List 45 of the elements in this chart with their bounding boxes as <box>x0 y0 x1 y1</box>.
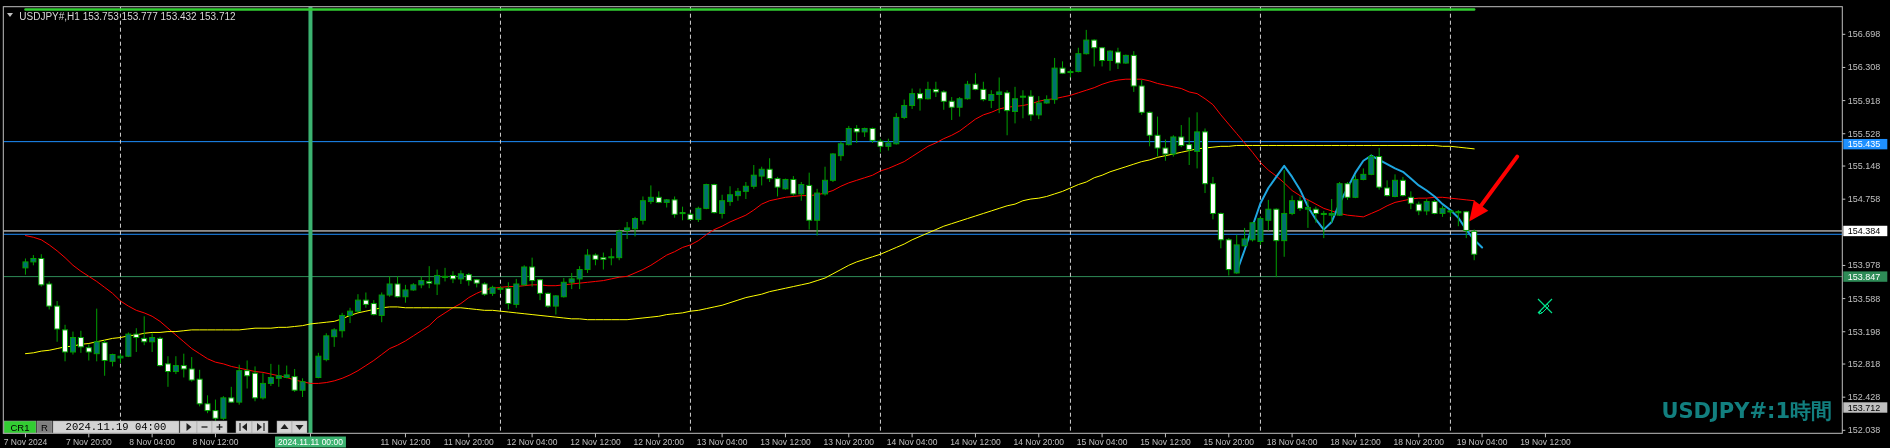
y-tick-label: 153.978 <box>1847 260 1881 271</box>
y-tick-label: 153.588 <box>1847 293 1881 304</box>
x-tick-label: 12 Nov 04:00 <box>506 437 558 447</box>
y-tick-label: 152.818 <box>1847 359 1881 370</box>
y-tick-label: 152.428 <box>1847 392 1881 403</box>
x-tick-label: 14 Nov 20:00 <box>1013 437 1065 447</box>
x-tick-label: 15 Nov 04:00 <box>1076 437 1128 447</box>
y-tick-label: 156.308 <box>1847 62 1881 73</box>
x-tick-label: 19 Nov 12:00 <box>1520 437 1571 447</box>
corner-label: USDJPY#:1時間 <box>1661 399 1832 423</box>
x-tick-label: 15 Nov 12:00 <box>1140 437 1191 447</box>
price-tag-label: 153.847 <box>1847 271 1881 282</box>
x-tick-label: 7 Nov 2024 <box>3 437 48 447</box>
y-tick-label: 154.758 <box>1847 194 1881 205</box>
x-tick-label: 14 Nov 12:00 <box>950 437 1001 447</box>
x-tick-label: 14 Nov 04:00 <box>886 437 938 447</box>
x-tick-label: 13 Nov 04:00 <box>696 437 748 447</box>
x-tick-label: 19 Nov 04:00 <box>1456 437 1508 447</box>
toolbar-text: R <box>41 421 48 433</box>
x-tick-label: 8 Nov 04:00 <box>129 437 176 447</box>
y-tick-label: 155.918 <box>1847 95 1881 106</box>
x-tick-label: 15 Nov 20:00 <box>1203 437 1255 447</box>
x-tick-label: 11 Nov 20:00 <box>443 437 494 447</box>
x-tick-label: 18 Nov 12:00 <box>1330 437 1381 447</box>
title-text: USDJPY#,H1 153.753 153.777 153.432 153.712 <box>19 11 236 22</box>
toolbar-text: CR1 <box>10 421 30 433</box>
x-tick-label: 12 Nov 12:00 <box>570 437 621 447</box>
y-tick-label: 156.698 <box>1847 29 1881 40</box>
x-tick-label: 18 Nov 20:00 <box>1393 437 1445 447</box>
x-tick-label: 11 Nov 12:00 <box>380 437 431 447</box>
x-tick-label: 2024.11.11 00:00 <box>278 437 343 447</box>
price-tag-label: 153.712 <box>1847 402 1881 413</box>
x-tick-label: 13 Nov 20:00 <box>823 437 875 447</box>
y-tick-label: 153.198 <box>1847 326 1881 337</box>
x-tick-label: 12 Nov 20:00 <box>633 437 685 447</box>
y-tick-label: 152.038 <box>1847 425 1881 436</box>
x-tick-label: 7 Nov 20:00 <box>65 437 112 447</box>
x-tick-label: 18 Nov 04:00 <box>1266 437 1318 447</box>
price-tag-label: 154.384 <box>1847 225 1881 236</box>
toolbar-text: 2024.11.19 04:00 <box>65 421 167 434</box>
y-tick-label: 155.528 <box>1847 128 1881 139</box>
price-tag-label: 155.435 <box>1847 139 1881 150</box>
y-tick-label: 155.148 <box>1847 161 1881 172</box>
x-tick-label: 8 Nov 12:00 <box>192 437 239 447</box>
x-tick-label: 13 Nov 12:00 <box>760 437 811 447</box>
